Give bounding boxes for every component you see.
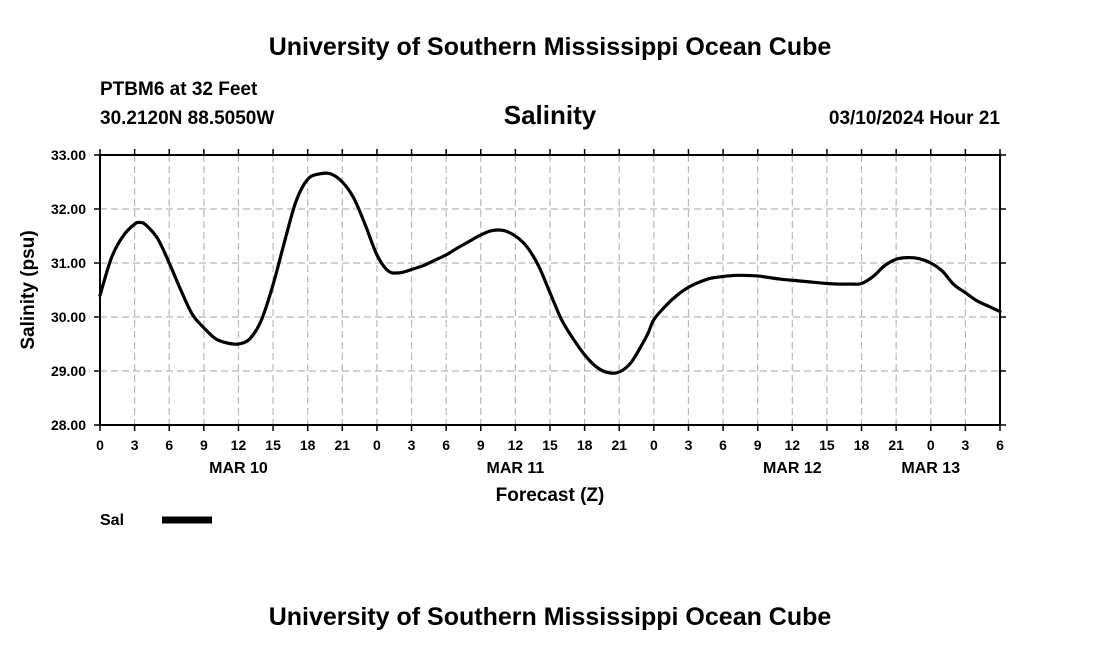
x-axis-date-labels: MAR 10 MAR 11 MAR 12 MAR 13 bbox=[209, 460, 960, 477]
y-tick-label: 28.00 bbox=[51, 417, 86, 433]
x-tick-label: 0 bbox=[373, 437, 381, 453]
x-tick-label: 0 bbox=[927, 437, 935, 453]
legend-label: Sal bbox=[100, 512, 124, 529]
x-tick-label: 21 bbox=[335, 437, 351, 453]
y-axis-ticks: 28.00 29.00 30.00 31.00 32.00 33.00 bbox=[51, 147, 1006, 433]
station-label: PTBM6 at 32 Feet bbox=[100, 79, 258, 100]
y-tick-label: 30.00 bbox=[51, 309, 86, 325]
y-axis-label: Salinity (psu) bbox=[18, 230, 39, 349]
chart-canvas: University of Southern Mississippi Ocean… bbox=[0, 0, 1100, 650]
y-tick-label: 29.00 bbox=[51, 363, 86, 379]
x-tick-label: 0 bbox=[96, 437, 104, 453]
x-tick-label: 15 bbox=[542, 437, 558, 453]
x-tick-label: 3 bbox=[131, 437, 139, 453]
footer-title: University of Southern Mississippi Ocean… bbox=[269, 603, 832, 631]
x-tick-label: 9 bbox=[200, 437, 208, 453]
x-tick-label: 21 bbox=[611, 437, 627, 453]
y-tick-label: 33.00 bbox=[51, 147, 86, 163]
date-label: MAR 12 bbox=[763, 460, 822, 477]
y-tick-label: 32.00 bbox=[51, 201, 86, 217]
x-tick-label: 12 bbox=[508, 437, 524, 453]
x-tick-label: 9 bbox=[477, 437, 485, 453]
x-tick-label: 6 bbox=[165, 437, 173, 453]
x-tick-label: 21 bbox=[888, 437, 904, 453]
chart-title: Salinity bbox=[504, 100, 597, 130]
x-tick-label: 15 bbox=[819, 437, 835, 453]
x-tick-label: 18 bbox=[854, 437, 870, 453]
y-tick-label: 31.00 bbox=[51, 255, 86, 271]
x-tick-label: 6 bbox=[442, 437, 450, 453]
forecast-timestamp: 03/10/2024 Hour 21 bbox=[829, 108, 1001, 129]
date-label: MAR 13 bbox=[901, 460, 960, 477]
page-title: University of Southern Mississippi Ocean… bbox=[269, 33, 832, 61]
x-tick-label: 0 bbox=[650, 437, 658, 453]
x-axis-label: Forecast (Z) bbox=[496, 485, 605, 506]
x-tick-label: 3 bbox=[685, 437, 693, 453]
x-tick-label: 9 bbox=[754, 437, 762, 453]
date-label: MAR 10 bbox=[209, 460, 268, 477]
x-tick-label: 6 bbox=[996, 437, 1004, 453]
x-tick-label: 18 bbox=[577, 437, 593, 453]
station-coords: 30.2120N 88.5050W bbox=[100, 108, 274, 129]
x-tick-label: 15 bbox=[265, 437, 281, 453]
x-tick-label: 18 bbox=[300, 437, 316, 453]
date-label: MAR 11 bbox=[486, 460, 544, 477]
x-tick-label: 12 bbox=[231, 437, 247, 453]
x-tick-label: 3 bbox=[961, 437, 969, 453]
x-tick-label: 6 bbox=[719, 437, 727, 453]
x-tick-label: 3 bbox=[408, 437, 416, 453]
x-tick-label: 12 bbox=[785, 437, 801, 453]
